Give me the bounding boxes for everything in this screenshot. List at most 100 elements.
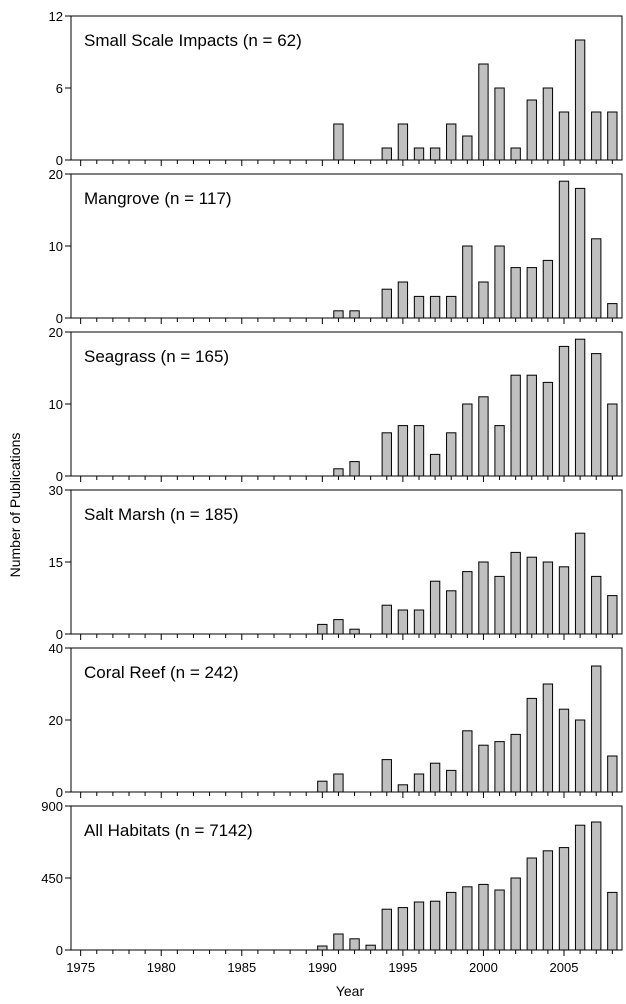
bar-1999 bbox=[462, 135, 473, 161]
bar-1991 bbox=[333, 619, 344, 635]
bar-1998 bbox=[446, 590, 457, 635]
bar-2002 bbox=[510, 267, 521, 319]
panel-title: Salt Marsh (n = 185) bbox=[84, 505, 239, 524]
bar-1998 bbox=[446, 123, 457, 161]
y-tick-label: 450 bbox=[41, 871, 63, 886]
x-tick-label: 1980 bbox=[147, 960, 176, 975]
bar-2000 bbox=[478, 63, 489, 161]
bar-1997 bbox=[429, 762, 441, 793]
x-tick-label: 1990 bbox=[308, 960, 337, 975]
bar-1996 bbox=[413, 773, 425, 793]
bar-2004 bbox=[542, 259, 554, 319]
y-axis-title: Number of Publications bbox=[7, 433, 23, 578]
bar-2001 bbox=[494, 575, 505, 635]
bar-2003 bbox=[526, 556, 537, 635]
bar-2002 bbox=[510, 551, 521, 635]
y-tick-label: 0 bbox=[56, 311, 63, 326]
bar-1995 bbox=[397, 425, 409, 477]
bar-1996 bbox=[413, 425, 425, 477]
bar-1996 bbox=[413, 901, 425, 951]
bar-1994 bbox=[381, 147, 392, 161]
bar-2008 bbox=[607, 111, 618, 161]
panel-3: Salt Marsh (n = 185) 0 15 30 bbox=[49, 483, 623, 642]
panel-title: Mangrove (n = 117) bbox=[84, 189, 232, 208]
bar-1996 bbox=[413, 609, 425, 635]
bar-2007 bbox=[591, 575, 602, 635]
bar-2000 bbox=[478, 561, 489, 635]
x-tick-label: 1995 bbox=[388, 960, 417, 975]
bar-1997 bbox=[429, 453, 441, 477]
y-tick-label: 20 bbox=[49, 325, 63, 340]
y-tick-label: 30 bbox=[49, 483, 63, 498]
bar-2004 bbox=[542, 561, 554, 635]
bar-1996 bbox=[413, 295, 425, 319]
bar-2001 bbox=[494, 741, 505, 793]
bar-2006 bbox=[574, 39, 586, 161]
bar-1994 bbox=[381, 432, 392, 477]
bar-2007 bbox=[591, 353, 602, 477]
bar-2008 bbox=[607, 891, 618, 951]
bar-2007 bbox=[591, 665, 602, 793]
bar-1997 bbox=[429, 147, 441, 161]
bar-1999 bbox=[462, 245, 473, 319]
bar-2008 bbox=[607, 403, 618, 477]
bar-2000 bbox=[478, 281, 489, 319]
bar-1992 bbox=[349, 310, 360, 319]
bar-1999 bbox=[462, 571, 473, 635]
bar-1997 bbox=[429, 295, 441, 319]
bar-2001 bbox=[494, 425, 505, 477]
bar-2002 bbox=[510, 733, 521, 793]
bar-2003 bbox=[526, 99, 537, 161]
bar-1995 bbox=[397, 123, 409, 161]
bar-1999 bbox=[462, 403, 473, 477]
y-tick-label: 10 bbox=[49, 397, 63, 412]
bar-2005 bbox=[558, 345, 570, 477]
y-tick-label: 10 bbox=[49, 239, 63, 254]
bar-2006 bbox=[574, 532, 586, 635]
panel-1: Mangrove (n = 117) 0 10 20 bbox=[49, 167, 623, 326]
y-tick-label: 12 bbox=[49, 9, 63, 24]
panel-5: All Habitats (n = 7142) 0 450 900 bbox=[41, 799, 623, 958]
y-tick-label: 0 bbox=[56, 153, 63, 168]
bar-2002 bbox=[510, 147, 521, 161]
bar-2005 bbox=[558, 566, 570, 635]
panel-4: Coral Reef (n = 242) 0 20 40 bbox=[49, 641, 623, 800]
bar-1998 bbox=[446, 432, 457, 477]
panel-2: Seagrass (n = 165) 0 10 20 bbox=[49, 325, 623, 484]
bar-1997 bbox=[429, 580, 441, 635]
y-tick-label: 0 bbox=[56, 943, 63, 958]
bar-1998 bbox=[446, 769, 457, 793]
y-tick-label: 40 bbox=[49, 641, 63, 656]
x-tick-label: 2000 bbox=[469, 960, 498, 975]
bar-1991 bbox=[333, 468, 344, 477]
y-tick-label: 0 bbox=[56, 627, 63, 642]
bar-2000 bbox=[478, 396, 489, 477]
panel-0: Small Scale Impacts (n = 62) 0 6 12 bbox=[49, 9, 623, 168]
bar-2007 bbox=[591, 111, 602, 161]
bar-1993 bbox=[365, 944, 376, 951]
bar-2003 bbox=[526, 697, 537, 793]
bar-1999 bbox=[462, 886, 473, 951]
bar-2001 bbox=[494, 245, 505, 319]
bar-1992 bbox=[349, 938, 360, 951]
bar-2008 bbox=[607, 755, 618, 793]
bar-2007 bbox=[591, 238, 602, 319]
bar-1990 bbox=[317, 623, 328, 635]
bar-2006 bbox=[574, 187, 586, 319]
bar-2005 bbox=[558, 847, 570, 951]
bar-1990 bbox=[317, 780, 328, 793]
bar-1990 bbox=[317, 945, 328, 951]
y-tick-label: 0 bbox=[56, 469, 63, 484]
bar-2008 bbox=[607, 595, 618, 635]
bar-1992 bbox=[349, 628, 360, 635]
panel-title: Seagrass (n = 165) bbox=[84, 347, 229, 366]
bar-1996 bbox=[413, 147, 425, 161]
bar-2000 bbox=[478, 744, 489, 793]
bar-2005 bbox=[558, 111, 570, 161]
y-tick-label: 15 bbox=[49, 555, 63, 570]
bar-1994 bbox=[381, 288, 392, 319]
bar-2008 bbox=[607, 303, 618, 319]
bar-1997 bbox=[429, 900, 441, 951]
bar-1995 bbox=[397, 281, 409, 319]
